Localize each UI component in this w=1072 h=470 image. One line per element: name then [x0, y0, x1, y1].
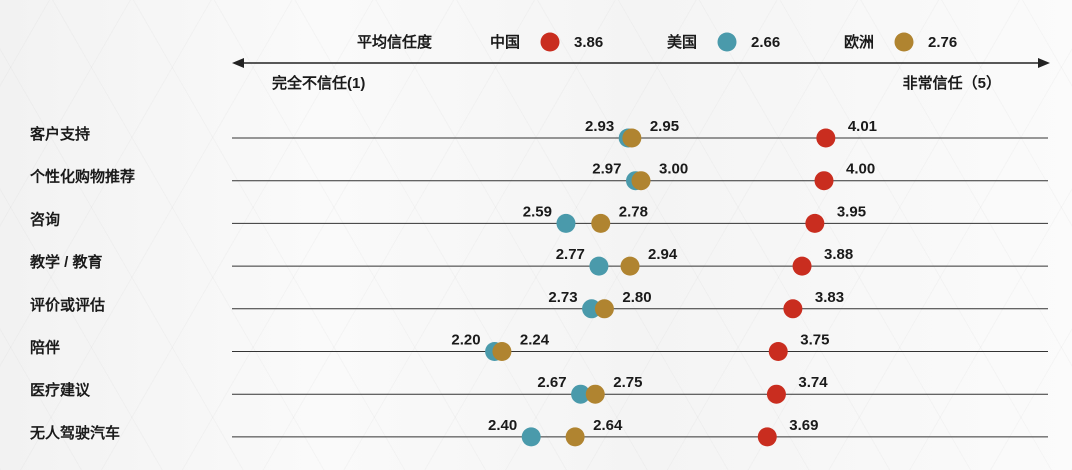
legend-value: 3.86 [574, 34, 603, 51]
point-europe [594, 299, 614, 319]
category-row: 医疗建议 3.74 2.67 2.75 [30, 374, 1048, 404]
label-china: 3.69 [789, 417, 818, 434]
category-row: 个性化购物推荐 4.00 2.97 3.00 [29, 161, 1048, 191]
point-europe [585, 384, 605, 404]
label-china: 4.01 [848, 118, 877, 135]
axis-arrow-left [232, 58, 244, 68]
category-label: 无人驾驶汽车 [29, 424, 120, 442]
category-label: 评价或评估 [30, 296, 105, 314]
legend-name: 中国 [490, 33, 520, 51]
label-europe: 2.64 [593, 417, 623, 434]
legend-name: 欧洲 [844, 33, 874, 51]
label-europe: 3.00 [659, 161, 688, 178]
category-rows: 客户支持 4.01 2.93 2.95 个性化购物推荐 4.00 2.97 3.00 咨询 3.9… [29, 118, 1048, 447]
point-china [783, 299, 803, 319]
category-row: 教学 / 教育 3.88 2.77 2.94 [29, 246, 1048, 276]
trust-axis: 完全不信任(1) 非常信任（5） [232, 58, 1050, 92]
point-china [768, 342, 788, 361]
legend-marker [540, 32, 560, 52]
point-europe [620, 256, 640, 276]
label-china: 4.00 [846, 161, 875, 178]
category-row: 客户支持 4.01 2.93 2.95 [29, 118, 1048, 148]
label-usa: 2.77 [556, 246, 585, 263]
legend-value: 2.76 [928, 34, 957, 51]
point-china [816, 128, 836, 148]
category-label: 个性化购物推荐 [29, 168, 135, 186]
legend-marker [894, 32, 914, 52]
category-label: 医疗建议 [30, 381, 91, 399]
category-row: 陪伴 3.75 2.20 2.24 [30, 332, 1048, 361]
category-row: 无人驾驶汽车 3.69 2.40 2.64 [29, 417, 1048, 447]
category-label: 教学 / 教育 [29, 253, 103, 271]
axis-right-label: 非常信任（5） [903, 74, 1001, 92]
label-usa: 2.20 [451, 332, 480, 349]
category-label: 咨询 [30, 210, 60, 228]
legend-value: 2.66 [751, 34, 780, 51]
label-usa: 2.59 [523, 203, 552, 220]
label-usa: 2.97 [592, 161, 621, 178]
label-china: 3.88 [824, 246, 853, 263]
point-usa [589, 256, 609, 276]
axis-arrow-right [1038, 58, 1050, 68]
legend-name: 美国 [667, 33, 697, 51]
label-europe: 2.78 [619, 203, 648, 220]
point-europe [565, 427, 585, 447]
category-row: 评价或评估 3.83 2.73 2.80 [30, 289, 1048, 319]
point-china [766, 384, 786, 404]
label-europe: 2.24 [520, 332, 550, 349]
legend-marker [717, 32, 737, 52]
category-label: 客户支持 [29, 125, 90, 143]
point-europe [631, 171, 651, 191]
label-usa: 2.93 [585, 118, 614, 135]
point-usa [571, 384, 591, 404]
point-europe [492, 342, 512, 361]
label-usa: 2.40 [488, 417, 517, 434]
point-china [757, 427, 777, 447]
label-europe: 2.75 [613, 374, 642, 391]
point-europe [591, 213, 611, 233]
point-china [792, 256, 812, 276]
label-usa: 2.67 [537, 374, 566, 391]
point-usa [521, 427, 541, 447]
label-china: 3.83 [815, 289, 844, 306]
label-china: 3.75 [800, 332, 829, 349]
label-china: 3.95 [837, 203, 866, 220]
label-usa: 2.73 [548, 289, 577, 306]
axis-left-label: 完全不信任(1) [272, 74, 365, 92]
point-europe [622, 128, 642, 148]
point-china [814, 171, 834, 191]
point-china [805, 213, 825, 233]
legend: 平均信任度 中国 3.86 美国 2.66 欧洲 2.76 [357, 32, 957, 52]
label-europe: 2.80 [622, 289, 651, 306]
category-label: 陪伴 [30, 339, 60, 357]
legend-title: 平均信任度 [357, 33, 433, 51]
point-usa [556, 213, 576, 233]
label-china: 3.74 [798, 374, 828, 391]
category-row: 咨询 3.95 2.59 2.78 [30, 203, 1048, 233]
label-europe: 2.95 [650, 118, 679, 135]
label-europe: 2.94 [648, 246, 678, 263]
